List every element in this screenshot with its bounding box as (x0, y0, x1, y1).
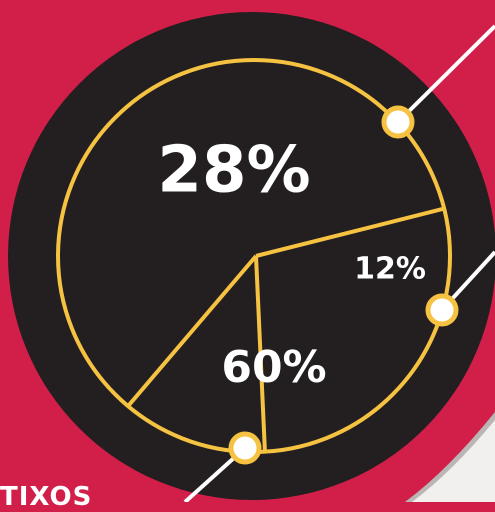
callout-node-3 (228, 431, 262, 465)
callout-node-2 (425, 293, 459, 327)
callout-node-1 (381, 105, 415, 139)
dark-disc (8, 12, 495, 500)
callout-line-1 (396, 24, 495, 124)
slice-label-60: 60% (221, 342, 326, 393)
pie-divider-1 (255, 206, 445, 258)
pie-divider-2 (254, 255, 267, 452)
footer-text-fragment: TIXOS (0, 482, 93, 512)
pie-divider-3 (126, 254, 258, 408)
slice-label-12: 12% (354, 252, 426, 287)
pie-dividers (126, 206, 445, 452)
slice-label-28: 28% (157, 134, 310, 208)
page-curl (412, 420, 495, 502)
